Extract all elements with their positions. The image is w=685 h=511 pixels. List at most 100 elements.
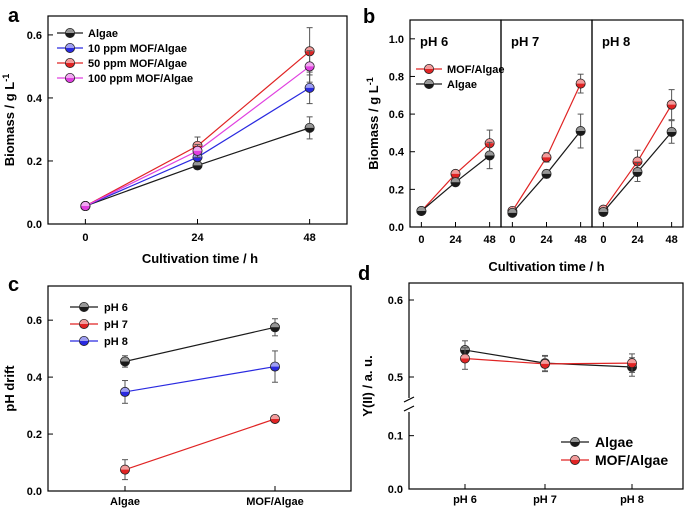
x-tick-label-b: 24 [540, 234, 553, 246]
x-tick-label-a: 48 [304, 232, 316, 244]
axis-break-mark [403, 396, 415, 403]
y-axis-label-a-text: Biomass / g L [2, 82, 17, 167]
panel-b: b 0.0 0.2 0.4 0.6 0.8 1.0 Biomass / g L-1 Cultiv… [363, 6, 684, 274]
y-tick-label-d: 0.6 [388, 295, 403, 307]
legend-marker-b-highlight [424, 64, 434, 69]
data-point-c-highlight [120, 387, 130, 392]
y-axis-label-b-superscript: -1 [365, 77, 375, 85]
y-tick-label-b: 0.6 [389, 109, 404, 121]
panel-label-c: c [8, 274, 19, 296]
series-line-c [124, 326, 276, 363]
data-point-b-highlight [633, 167, 642, 173]
x-axis-label-a: Cultivation time / h [142, 251, 258, 266]
series-line-b [511, 83, 582, 212]
panel-d: d 0.0 0.1 0.5 0.6 pH 6 pH 7 pH 8 Y(II) / a. u. Al… [358, 263, 684, 506]
data-point-a-highlight [305, 62, 314, 67]
y-tick-label-a: 0.0 [27, 219, 42, 231]
data-point-b-highlight [633, 157, 642, 162]
legend-label-c: pH 7 [104, 319, 128, 331]
y-axis-label-b: Biomass / g L-1 [365, 77, 381, 170]
data-point-b-highlight [667, 100, 676, 105]
y-axis-label-b-text: Biomass / g L [366, 85, 381, 170]
y-axis-label-a: Biomass / g L-1 [1, 74, 17, 167]
data-point-b-highlight [542, 153, 551, 158]
data-point-d-highlight [540, 359, 550, 364]
legend-label-a: 100 ppm MOF/Algae [88, 73, 193, 85]
x-tick-label-b: 48 [575, 234, 587, 246]
y-tick-label-d: 0.1 [388, 431, 403, 443]
data-point-b-highlight [576, 79, 585, 84]
panel-label-d: d [358, 263, 370, 285]
legend-label-a: 10 ppm MOF/Algae [88, 43, 187, 55]
legend-marker-a-highlight [65, 58, 75, 63]
legend-label-a: 50 ppm MOF/Algae [88, 58, 187, 70]
legend-marker-d-highlight [570, 455, 580, 460]
x-tick-label-c: Algae [110, 496, 140, 508]
legend-marker-c-highlight [79, 319, 89, 324]
y-tick-label-a: 0.6 [27, 30, 42, 42]
x-tick-label-d: pH 8 [620, 494, 644, 506]
x-tick-label-b: 24 [449, 234, 462, 246]
y-tick-label-c: 0.2 [27, 429, 42, 441]
legend-label-b: Algae [447, 79, 477, 91]
y-tick-label-d: 0.0 [388, 484, 403, 496]
data-point-b-highlight [542, 169, 551, 174]
subplot-frame-b [500, 19, 593, 228]
y-axis-label-d-text: Y(II) / a. u. [360, 355, 375, 416]
data-point-a-highlight [193, 161, 202, 166]
panel-label-a: a [8, 5, 20, 27]
x-tick-label-d: pH 6 [453, 494, 477, 506]
data-point-b-highlight [485, 151, 494, 156]
axis-break-gap [405, 398, 413, 412]
x-tick-label-b: 24 [631, 234, 644, 246]
legend-marker-d-highlight [570, 437, 580, 442]
data-point-b-highlight [451, 178, 460, 183]
y-tick-label-a: 0.2 [27, 156, 42, 168]
plot-frame-d [408, 282, 684, 490]
legend-label-c: pH 8 [104, 336, 128, 348]
y-axis-label-c: pH drift [2, 365, 17, 412]
subplot-title-b: pH 8 [602, 34, 630, 49]
legend-label-d: Algae [595, 434, 633, 450]
data-point-c-highlight [270, 414, 280, 419]
data-point-c-highlight [120, 357, 130, 362]
y-tick-label-b: 0.0 [389, 222, 404, 234]
data-point-a-highlight [81, 201, 90, 207]
y-tick-label-b: 0.8 [389, 71, 404, 83]
subplot-title-b: pH 6 [420, 34, 448, 49]
series-line-a [85, 65, 310, 207]
legend-label-b: MOF/Algae [447, 64, 504, 76]
x-tick-label-b: 0 [509, 234, 515, 246]
x-tick-label-b: 48 [666, 234, 678, 246]
data-point-a-highlight [305, 123, 314, 128]
x-tick-label-b: 0 [600, 234, 606, 246]
data-point-d-highlight [460, 354, 470, 359]
plot-frame-c [47, 285, 352, 492]
legend-label-d: MOF/Algae [595, 452, 668, 468]
data-point-d-highlight [627, 358, 637, 364]
legend-marker-a-highlight [65, 28, 75, 33]
data-point-b-highlight [451, 169, 460, 174]
y-tick-label-b: 0.4 [389, 147, 405, 159]
x-tick-label-a: 0 [82, 232, 88, 244]
y-tick-label-a: 0.4 [27, 93, 43, 105]
legend-label-c: pH 6 [104, 302, 128, 314]
data-point-c-highlight [270, 323, 280, 328]
data-point-b-highlight [599, 207, 608, 212]
data-point-a-highlight [305, 83, 314, 88]
legend-marker-c-highlight [79, 302, 89, 307]
legend-marker-b-highlight [424, 79, 434, 84]
series-line-c [124, 365, 276, 393]
data-point-b-highlight [576, 126, 585, 132]
x-axis-label-b: Cultivation time / h [488, 259, 604, 274]
data-point-c-highlight [270, 362, 280, 367]
y-tick-label-d: 0.5 [388, 372, 403, 384]
y-tick-label-b: 0.2 [389, 184, 404, 196]
x-tick-label-a: 24 [191, 232, 204, 244]
y-tick-label-c: 0.4 [27, 372, 43, 384]
axis-break-mark [403, 405, 415, 412]
panel-a: a 0.0 0.2 0.4 0.6 0 24 48 Biomass / g L-1 Algae 10… [1, 5, 348, 266]
legend-marker-c-highlight [79, 336, 89, 341]
y-tick-label-c: 0.0 [27, 486, 42, 498]
